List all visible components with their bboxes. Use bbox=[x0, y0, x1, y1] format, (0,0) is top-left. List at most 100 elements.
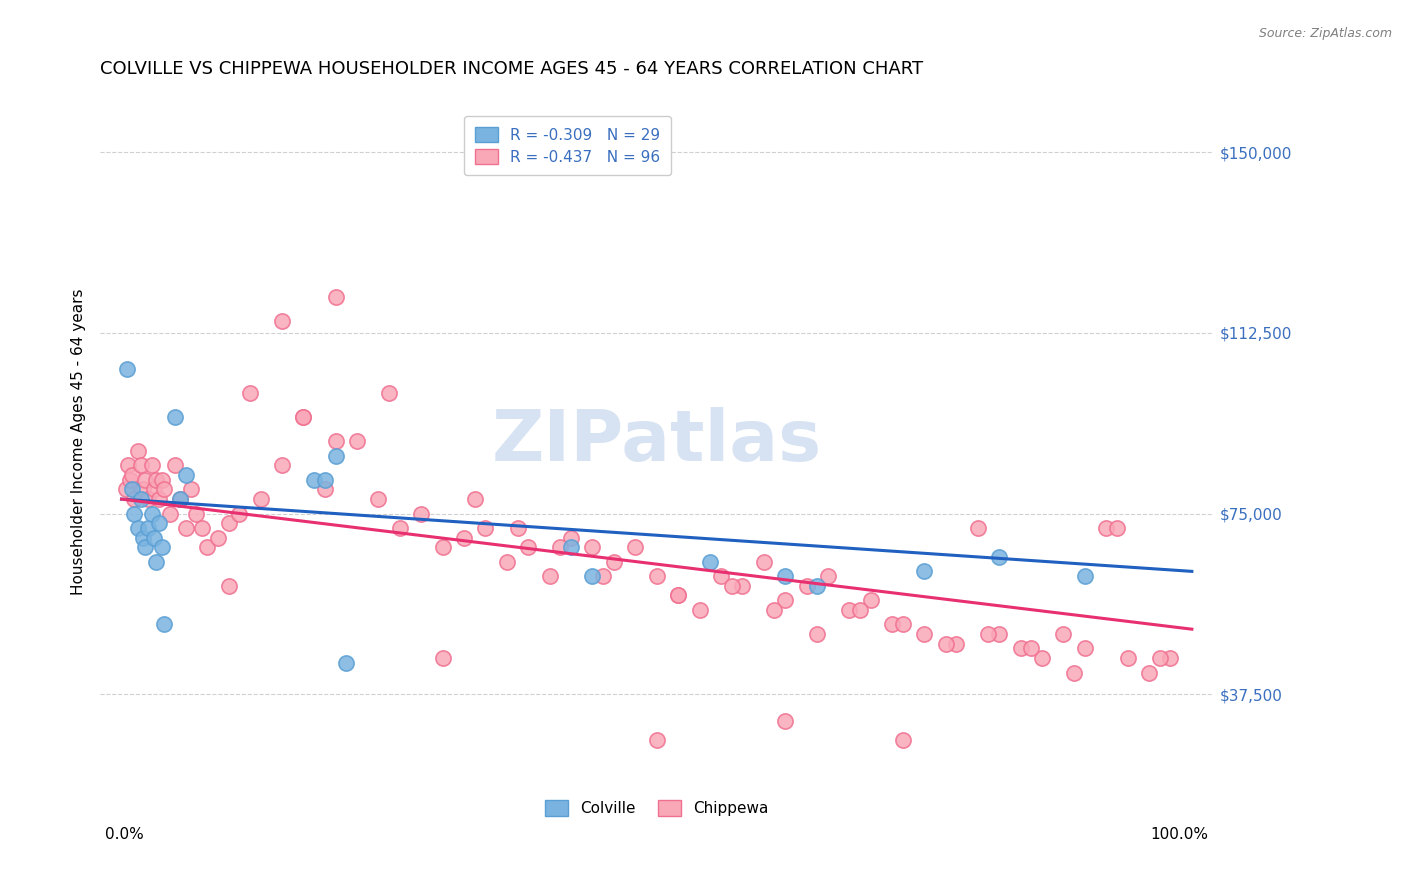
Point bbox=[689, 603, 711, 617]
Point bbox=[271, 458, 294, 473]
Point bbox=[153, 617, 176, 632]
Point bbox=[153, 483, 176, 497]
Point bbox=[388, 521, 411, 535]
Point bbox=[132, 483, 155, 497]
Point bbox=[817, 569, 839, 583]
Point bbox=[325, 434, 347, 449]
Point bbox=[186, 507, 208, 521]
Point bbox=[645, 569, 668, 583]
Point bbox=[411, 507, 433, 521]
Point bbox=[912, 627, 935, 641]
Point bbox=[159, 507, 181, 521]
Point bbox=[1063, 665, 1085, 680]
Point bbox=[180, 483, 202, 497]
Point bbox=[849, 603, 872, 617]
Point bbox=[1074, 641, 1097, 656]
Point bbox=[977, 627, 1000, 641]
Point bbox=[136, 521, 159, 535]
Point bbox=[773, 569, 796, 583]
Point bbox=[141, 458, 163, 473]
Point bbox=[115, 362, 138, 376]
Point bbox=[453, 531, 475, 545]
Point bbox=[335, 656, 357, 670]
Point bbox=[1116, 651, 1139, 665]
Point bbox=[1095, 521, 1118, 535]
Point bbox=[120, 473, 142, 487]
Point bbox=[581, 541, 603, 555]
Point bbox=[882, 617, 904, 632]
Point bbox=[506, 521, 529, 535]
Point bbox=[124, 507, 146, 521]
Point bbox=[302, 473, 325, 487]
Text: 100.0%: 100.0% bbox=[1150, 827, 1208, 842]
Text: Source: ZipAtlas.com: Source: ZipAtlas.com bbox=[1258, 27, 1392, 40]
Point bbox=[292, 410, 315, 425]
Point bbox=[699, 555, 721, 569]
Point bbox=[806, 579, 828, 593]
Point bbox=[1159, 651, 1181, 665]
Point bbox=[218, 579, 240, 593]
Point bbox=[249, 492, 271, 507]
Point bbox=[935, 637, 957, 651]
Point bbox=[346, 434, 368, 449]
Point bbox=[560, 541, 582, 555]
Point bbox=[132, 531, 155, 545]
Point bbox=[145, 473, 167, 487]
Point bbox=[165, 410, 187, 425]
Point bbox=[150, 541, 173, 555]
Point bbox=[796, 579, 818, 593]
Point bbox=[367, 492, 389, 507]
Point bbox=[464, 492, 486, 507]
Point bbox=[517, 541, 540, 555]
Point bbox=[891, 733, 914, 747]
Point bbox=[773, 714, 796, 728]
Point bbox=[325, 290, 347, 304]
Point bbox=[560, 531, 582, 545]
Point bbox=[314, 483, 336, 497]
Point bbox=[129, 492, 152, 507]
Point bbox=[603, 555, 626, 569]
Point bbox=[1149, 651, 1171, 665]
Point bbox=[538, 569, 561, 583]
Point bbox=[1105, 521, 1128, 535]
Point bbox=[966, 521, 988, 535]
Point bbox=[1021, 641, 1043, 656]
Point bbox=[666, 589, 689, 603]
Point bbox=[136, 492, 159, 507]
Point bbox=[114, 483, 136, 497]
Point bbox=[988, 627, 1011, 641]
Point bbox=[174, 468, 197, 483]
Point bbox=[207, 531, 229, 545]
Point bbox=[228, 507, 250, 521]
Point bbox=[720, 579, 742, 593]
Point bbox=[174, 521, 197, 535]
Point bbox=[117, 458, 139, 473]
Point bbox=[292, 410, 315, 425]
Point bbox=[581, 569, 603, 583]
Point bbox=[474, 521, 496, 535]
Point bbox=[752, 555, 775, 569]
Point bbox=[325, 449, 347, 463]
Point bbox=[550, 541, 572, 555]
Point bbox=[141, 507, 163, 521]
Point bbox=[592, 569, 614, 583]
Point bbox=[495, 555, 517, 569]
Point bbox=[142, 483, 165, 497]
Point bbox=[218, 516, 240, 531]
Point bbox=[134, 541, 156, 555]
Point bbox=[1074, 569, 1097, 583]
Point bbox=[1137, 665, 1160, 680]
Point bbox=[763, 603, 786, 617]
Point bbox=[134, 473, 156, 487]
Point bbox=[127, 521, 149, 535]
Text: ZIPatlas: ZIPatlas bbox=[492, 407, 821, 475]
Point bbox=[124, 492, 146, 507]
Point bbox=[773, 593, 796, 607]
Point bbox=[121, 468, 143, 483]
Point bbox=[432, 651, 454, 665]
Point bbox=[239, 386, 262, 401]
Point bbox=[129, 458, 152, 473]
Point bbox=[165, 458, 187, 473]
Text: COLVILLE VS CHIPPEWA HOUSEHOLDER INCOME AGES 45 - 64 YEARS CORRELATION CHART: COLVILLE VS CHIPPEWA HOUSEHOLDER INCOME … bbox=[100, 60, 924, 78]
Point bbox=[169, 492, 191, 507]
